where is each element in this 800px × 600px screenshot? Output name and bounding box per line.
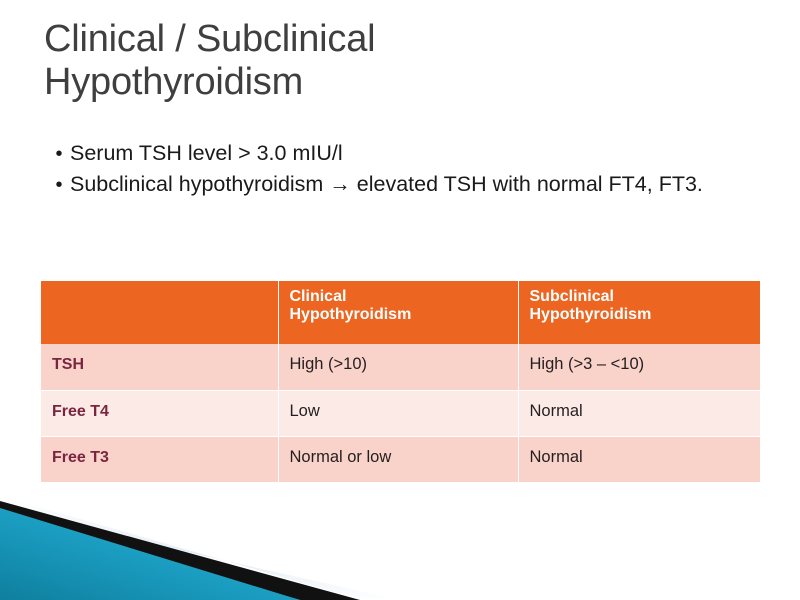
table-row: Free T3 Normal or low Normal [41, 436, 760, 483]
page-title: Clinical / Subclinical Hypothyroidism [44, 18, 376, 103]
list-item: • Subclinical hypothyroidism → elevated T… [48, 169, 748, 200]
row-label-free-t3: Free T3 [41, 436, 279, 483]
bottom-left-corner-wedge-icon [0, 496, 400, 600]
column-header-subclinical: Subclinical Hypothyroidism [518, 281, 760, 344]
list-item: • Serum TSH level > 3.0 mIU/l [48, 138, 748, 169]
bullet-dot-icon: • [55, 173, 63, 196]
column-header-clinical: Clinical Hypothyroidism [278, 281, 519, 344]
table-header-row: Clinical Hypothyroidism Subclinical Hypo… [41, 281, 760, 344]
cell-free-t4-subclinical: Normal [518, 390, 760, 437]
bullet-dot-icon: • [55, 143, 63, 165]
table-row: Free T4 Low Normal [41, 390, 760, 437]
cell-tsh-clinical: High (>10) [278, 344, 519, 391]
cell-free-t3-clinical: Normal or low [278, 436, 519, 483]
row-label-free-t4: Free T4 [41, 390, 279, 437]
bullet-list: • Serum TSH level > 3.0 mIU/l • Subclinica… [48, 138, 748, 199]
table-row: TSH High (>10) High (>3 – <10) [41, 344, 760, 391]
cell-free-t3-subclinical: Normal [518, 436, 760, 483]
column-header-parameter [41, 281, 279, 344]
hypothyroidism-comparison-table: Clinical Hypothyroidism Subclinical Hypo… [41, 281, 760, 483]
bullet-text: Serum TSH level > 3.0 mIU/l [70, 141, 343, 165]
bullet-text: Subclinical hypothyroidism → elevated TS… [70, 171, 703, 196]
cell-free-t4-clinical: Low [278, 390, 519, 437]
cell-tsh-subclinical: High (>3 – <10) [518, 344, 760, 391]
row-label-tsh: TSH [41, 344, 279, 391]
